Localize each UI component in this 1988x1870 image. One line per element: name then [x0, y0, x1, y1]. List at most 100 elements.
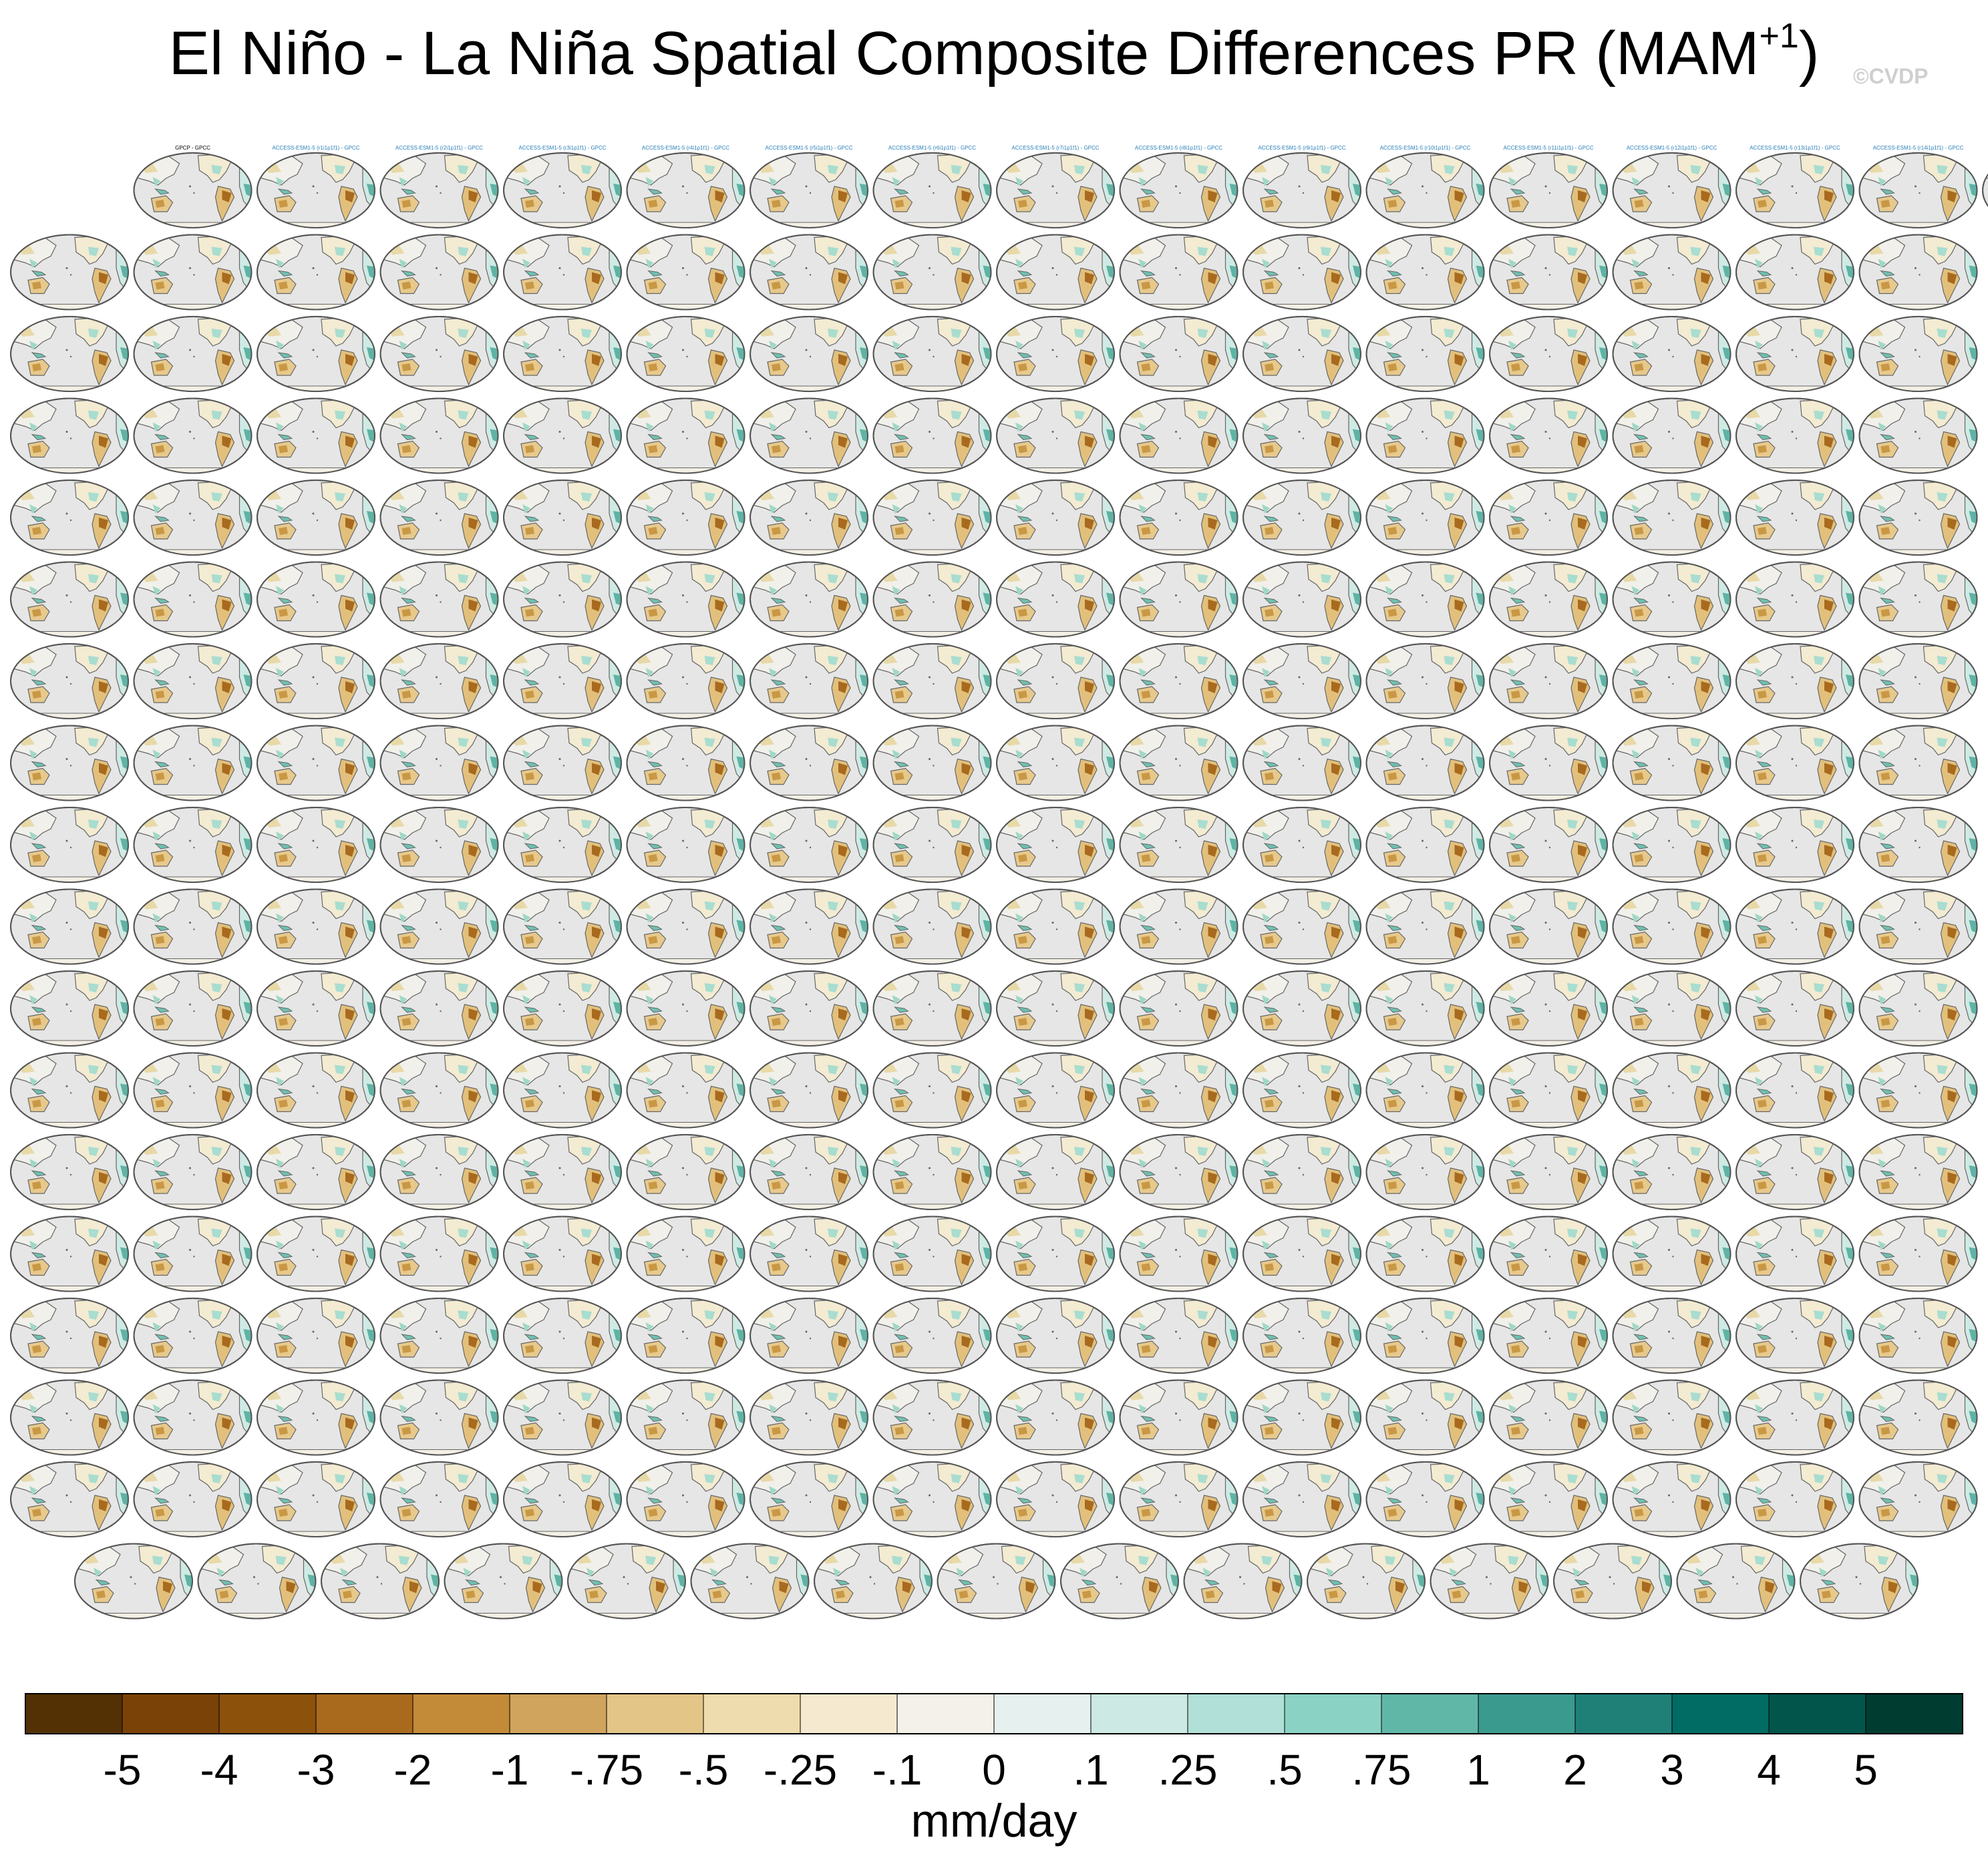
map-panel: [997, 1217, 1114, 1294]
map-panel: [874, 1462, 991, 1539]
map-panel: [1860, 317, 1977, 394]
colorbar-tick-label: 5: [1854, 1746, 1878, 1794]
map-panel: [1307, 1544, 1425, 1622]
panel-title: ACCESS-ESM1-5 (r10i1p1f1) - GPCC: [1380, 145, 1471, 151]
map-panel: [1120, 1462, 1238, 1539]
map-panel: [1736, 726, 1854, 803]
map-panel: [1243, 235, 1361, 313]
map-panel: [1613, 1380, 1731, 1458]
map-panel: [997, 1298, 1114, 1376]
colorbar-tick-label: 1: [1466, 1746, 1490, 1794]
map-panel: [257, 890, 375, 967]
panel-title: ACCESS-ESM1-5 (r12i1p1f1) - GPCC: [1627, 145, 1717, 151]
map-panel: [381, 562, 498, 640]
colorbar-tick-label: .75: [1352, 1746, 1412, 1794]
map-panel: ACCESS-ESM1-5 (r9i1p1f1) - GPCC: [1243, 145, 1361, 230]
map-panel: [11, 644, 128, 721]
colorbar-box: [800, 1693, 898, 1734]
map-panel: [1243, 1298, 1361, 1376]
map-panel: [874, 1298, 991, 1376]
map-panel: [1490, 235, 1607, 313]
map-panel: [257, 971, 375, 1049]
map-panel: ACCESS-ESM1-5 (r10i1p1f1) - GPCC: [1367, 145, 1484, 230]
colorbar-box: [1381, 1693, 1479, 1734]
map-panel: [1736, 1217, 1854, 1294]
map-panel: [504, 1298, 621, 1376]
map-panel: [750, 317, 868, 394]
map-panel: [1120, 317, 1238, 394]
map-panel: [1860, 971, 1977, 1049]
map-panel: [874, 235, 991, 313]
map-panel: [1736, 562, 1854, 640]
panel-title: ACCESS-ESM1-5 (r14i1p1f1) - GPCC: [1873, 145, 1964, 151]
map-panel: [874, 562, 991, 640]
map-panel: [198, 1544, 316, 1622]
map-panel: [1120, 971, 1238, 1049]
map-panel: [11, 562, 128, 640]
colorbar-box: [703, 1693, 801, 1734]
map-panel: [1860, 1217, 1977, 1294]
map-panel: ACCESS-ESM1-5 (r11i1p1f1) - GPCC: [1490, 145, 1607, 230]
map-panel: [1367, 890, 1484, 967]
colorbar-box: [1768, 1693, 1866, 1734]
map-panel: [1243, 1217, 1361, 1294]
map-panel: [568, 1544, 685, 1622]
map-panel: [134, 562, 252, 640]
map-panel: [1490, 644, 1607, 721]
map-panel: [1490, 807, 1607, 885]
map-panel: [1120, 1135, 1238, 1212]
map-panel: [1860, 1298, 1977, 1376]
map-panel: [1120, 644, 1238, 721]
map-panel: [874, 399, 991, 476]
map-panel: [874, 480, 991, 558]
map-panel: [1243, 317, 1361, 394]
map-panel: [997, 235, 1114, 313]
map-panel: [997, 1462, 1114, 1539]
map-panel: [1736, 235, 1854, 313]
colorbar-box: [509, 1693, 607, 1734]
map-panel: [1243, 971, 1361, 1049]
map-panel: [1431, 1544, 1548, 1622]
map-panel: [1613, 480, 1731, 558]
chart-title: El Niño - La Niña Spatial Composite Diff…: [0, 17, 1988, 89]
map-panel: ACCESS-ESM1-5 (r3i1p1f1) - GPCC: [504, 145, 621, 230]
map-panel: [750, 1135, 868, 1212]
map-panel: [938, 1544, 1055, 1622]
map-panel: [257, 1298, 375, 1376]
map-panel: ACCESS-ESM1-5 (r6i1p1f1) - GPCC: [874, 145, 991, 230]
map-panel: [257, 480, 375, 558]
colorbar-box: [896, 1693, 995, 1734]
map-panel: [257, 1217, 375, 1294]
map-panel: [11, 235, 128, 313]
map-panel: [627, 1135, 745, 1212]
map-panel: [1490, 562, 1607, 640]
map-panel: [381, 971, 498, 1049]
map-panel: [1613, 1462, 1731, 1539]
map-panel: [1613, 1135, 1731, 1212]
map-panel: [504, 235, 621, 313]
map-panel: [627, 317, 745, 394]
map-panel: [1860, 726, 1977, 803]
colorbar-box: [1671, 1693, 1770, 1734]
map-panel: [691, 1544, 809, 1622]
map-panel: [627, 807, 745, 885]
map-panel: [1860, 890, 1977, 967]
map-panel: [750, 1380, 868, 1458]
map-panel: [134, 890, 252, 967]
map-panel: [1367, 1462, 1484, 1539]
map-panel: [1243, 562, 1361, 640]
colorbar-tick-label: .25: [1158, 1746, 1218, 1794]
map-panel: ACCESS-ESM1-5 (r4i1p1f1) - GPCC: [627, 145, 745, 230]
colorbar-tick-label: -5: [104, 1746, 142, 1794]
map-panel: [1120, 890, 1238, 967]
map-panel: [1860, 480, 1977, 558]
map-panel: [997, 644, 1114, 721]
map-panel: [504, 317, 621, 394]
map-panel: [1367, 480, 1484, 558]
map-panel: [1613, 807, 1731, 885]
map-panel: [627, 971, 745, 1049]
map-panel: [627, 1380, 745, 1458]
colorbar-box: [1284, 1693, 1382, 1734]
map-panel: [627, 480, 745, 558]
map-panel: [504, 807, 621, 885]
